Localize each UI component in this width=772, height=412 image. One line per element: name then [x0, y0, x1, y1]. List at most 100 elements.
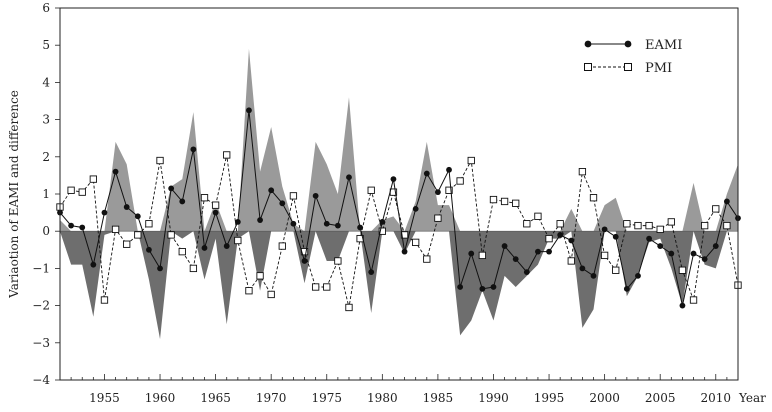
pmi-point — [223, 151, 231, 159]
legend: EAMI PMI — [584, 38, 682, 76]
pmi-point — [167, 231, 175, 239]
pmi-point — [445, 186, 453, 194]
pmi-point — [423, 255, 431, 263]
pmi-point — [545, 234, 553, 243]
eami-point — [590, 272, 597, 279]
pmi-point — [712, 205, 720, 213]
pmi-point — [189, 264, 198, 273]
eami-point — [579, 265, 586, 272]
eami-point — [412, 205, 419, 212]
eami-point — [501, 243, 508, 249]
pmi-point — [323, 283, 331, 291]
eami-point — [468, 250, 475, 257]
eami-point — [212, 209, 219, 216]
pmi-point — [612, 266, 620, 274]
eami-point — [701, 256, 708, 262]
y-tick-label: 5 — [42, 38, 50, 52]
eami-point — [679, 302, 686, 309]
plot-area — [56, 48, 742, 340]
eami-point — [546, 248, 552, 255]
eami-point — [201, 245, 208, 251]
eami-point — [112, 168, 119, 175]
pmi-point — [478, 251, 487, 260]
eami-point — [712, 243, 719, 249]
y-axis-tick-labels: −4 −3 −2 −1 0 1 2 3 4 5 6 — [32, 1, 50, 387]
pmi-point — [567, 257, 575, 265]
pmi-point — [723, 221, 731, 230]
y-tick-label: 4 — [42, 75, 50, 89]
eami-point — [146, 246, 152, 253]
pmi-point — [434, 214, 442, 222]
pmi-point — [412, 238, 420, 247]
plot-frame — [59, 7, 739, 381]
eami-point — [234, 219, 241, 225]
eami-point — [490, 284, 497, 290]
x-axis-tick-labels: 1955 1960 1965 1970 1975 1980 1985 1990 1995 2000… — [89, 391, 731, 405]
eami-point — [168, 185, 175, 192]
pmi-point — [489, 195, 498, 204]
pmi-point — [456, 177, 464, 185]
eami-point — [557, 232, 564, 238]
pmi-point — [600, 251, 609, 260]
eami-point — [134, 213, 141, 220]
eami-point — [257, 217, 263, 223]
eami-point — [446, 166, 452, 173]
pmi-point — [701, 221, 709, 230]
x-axis-title: Year — [738, 391, 766, 405]
pmi-point — [334, 257, 342, 265]
difference-light-area — [60, 48, 738, 232]
x-tick-label: 1955 — [89, 391, 120, 405]
eami-series — [57, 107, 741, 309]
pmi-point — [634, 221, 642, 230]
eami-point — [301, 258, 308, 264]
x-tick-label: 2010 — [700, 391, 731, 405]
y-tick-label: 6 — [42, 1, 50, 15]
eami-point — [635, 272, 641, 279]
x-tick-label: 1995 — [534, 391, 565, 405]
pmi-point — [134, 231, 142, 239]
eami-point — [279, 200, 286, 207]
pmi-point — [278, 242, 286, 250]
pmi-point — [145, 220, 153, 228]
eami-point — [190, 146, 197, 153]
pmi-point — [678, 266, 687, 274]
pmi-point — [267, 290, 275, 299]
pmi-point — [245, 287, 253, 295]
pmi-point — [211, 201, 220, 209]
eami-point — [68, 222, 75, 229]
eami-point — [379, 219, 386, 225]
legend-eami-marker-left — [584, 40, 592, 48]
eami-point — [690, 250, 697, 257]
pmi-point — [234, 236, 242, 245]
pmi-point — [667, 218, 675, 226]
y-tick-label: −2 — [32, 299, 50, 313]
x-tick-label: 2000 — [589, 391, 620, 405]
eami-point — [268, 187, 275, 194]
difference-dark-fill — [60, 231, 738, 340]
eami-point — [657, 243, 664, 249]
eami-point — [623, 285, 630, 292]
eami-point — [323, 220, 330, 227]
eami-point — [435, 189, 441, 196]
pmi-point — [256, 272, 264, 280]
eami-point — [101, 209, 108, 216]
pmi-point — [467, 156, 475, 165]
pmi-point — [378, 227, 386, 235]
pmi-point — [500, 197, 509, 206]
eami-point — [646, 235, 652, 242]
pmi-point — [311, 283, 320, 291]
eami-point — [723, 198, 730, 205]
pmi-point — [123, 240, 131, 248]
eami-point — [223, 243, 230, 249]
x-tick-label: 1990 — [478, 391, 509, 405]
pmi-point — [578, 168, 587, 176]
pmi-point — [656, 225, 664, 233]
pmi-point — [100, 296, 109, 304]
pmi-point — [178, 248, 186, 256]
eami-point — [90, 261, 97, 268]
eami-point — [123, 204, 130, 210]
y-tick-label: −3 — [32, 336, 50, 350]
pmi-point — [645, 221, 653, 230]
eami-point — [523, 269, 530, 276]
eami-point — [535, 248, 541, 255]
